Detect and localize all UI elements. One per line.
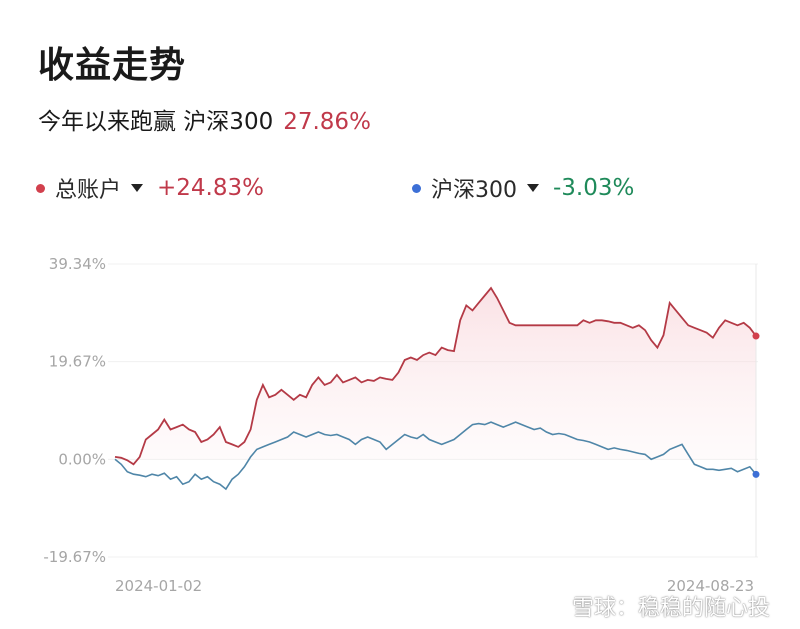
series-hs300-line: [114, 421, 757, 491]
caret-down-icon[interactable]: [527, 184, 539, 192]
legend-dot-icon: [36, 183, 45, 193]
x-start-label: 2024-01-02: [115, 577, 202, 595]
ytd-value: 27.86%: [283, 109, 371, 135]
y-tick-label: -19.67%: [43, 548, 106, 566]
ytd-label: 今年以来跑赢 沪深300: [38, 109, 274, 135]
series-total-account-area: [115, 288, 756, 465]
watermark-text: 雪球：稳稳的随心投: [572, 596, 771, 621]
legend-value: -3.03%: [553, 175, 635, 201]
legend-dot-icon: [412, 183, 421, 193]
ytd-summary: 今年以来跑赢 沪深300 27.86%: [38, 102, 371, 136]
y-tick-label: 19.67%: [49, 353, 106, 371]
y-tick-label: 39.34%: [49, 255, 106, 273]
legend-name: 总账户: [55, 178, 122, 203]
series-total-account-line: [114, 286, 757, 466]
series-total-account-end-point: [752, 332, 760, 340]
snowball-logo-icon: [540, 593, 566, 619]
legend-name: 沪深300: [431, 178, 517, 203]
x-end-label: 2024-08-23: [667, 577, 754, 595]
legend-total-account[interactable]: 总账户 +24.83%: [36, 170, 264, 206]
y-tick-label: 0.00%: [58, 450, 106, 468]
series-hs300-end-point: [752, 470, 760, 478]
legend-value: +24.83%: [157, 175, 264, 201]
legend-hs300[interactable]: 沪深300 -3.03%: [412, 170, 634, 206]
page-title: 收益走势: [38, 45, 187, 86]
caret-down-icon[interactable]: [131, 184, 144, 192]
watermark: 雪球：稳稳的随心投: [540, 590, 770, 622]
